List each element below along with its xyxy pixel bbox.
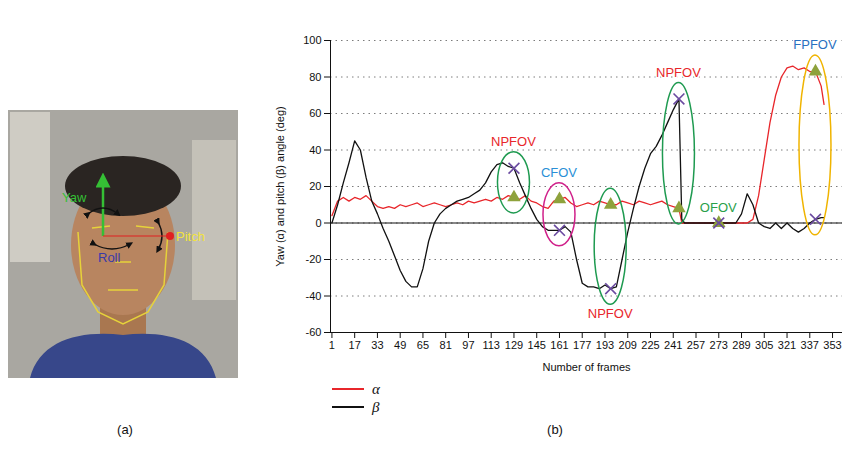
html-text:β: β xyxy=(372,398,380,415)
svg-text:0: 0 xyxy=(315,217,321,229)
svg-text:80: 80 xyxy=(309,71,321,83)
svg-text:209: 209 xyxy=(619,339,637,351)
svg-text:NPFOV: NPFOV xyxy=(491,134,536,149)
svg-text:49: 49 xyxy=(394,339,406,351)
svg-text:353: 353 xyxy=(823,339,841,351)
svg-text:NPFOV: NPFOV xyxy=(656,65,701,80)
svg-text:-40: -40 xyxy=(306,290,322,302)
svg-text:289: 289 xyxy=(732,339,750,351)
svg-text:177: 177 xyxy=(573,339,591,351)
svg-text:Yaw (α) and pitch (β) angle (d: Yaw (α) and pitch (β) angle (deg) xyxy=(274,106,286,266)
svg-text:65: 65 xyxy=(417,339,429,351)
html-text:α: α xyxy=(372,380,380,397)
svg-text:113: 113 xyxy=(482,339,500,351)
svg-text:257: 257 xyxy=(687,339,705,351)
svg-text:Roll: Roll xyxy=(98,250,121,265)
svg-text:Pitch: Pitch xyxy=(176,229,205,244)
svg-text:17: 17 xyxy=(349,339,361,351)
svg-text:241: 241 xyxy=(664,339,682,351)
svg-text:FPFOV: FPFOV xyxy=(793,37,837,52)
svg-text:CFOV: CFOV xyxy=(541,165,577,180)
svg-text:20: 20 xyxy=(309,180,321,192)
svg-text:81: 81 xyxy=(440,339,452,351)
svg-text:40: 40 xyxy=(309,144,321,156)
svg-text:-60: -60 xyxy=(306,326,322,338)
svg-text:OFOV: OFOV xyxy=(700,200,737,215)
svg-text:225: 225 xyxy=(641,339,659,351)
svg-text:305: 305 xyxy=(755,339,773,351)
svg-text:273: 273 xyxy=(710,339,728,351)
html-text:(b): (b) xyxy=(547,422,563,437)
svg-text:Yaw: Yaw xyxy=(62,190,87,205)
html-text:(a): (a) xyxy=(117,422,133,437)
svg-text:97: 97 xyxy=(462,339,474,351)
svg-text:161: 161 xyxy=(550,339,568,351)
svg-text:60: 60 xyxy=(309,107,321,119)
svg-text:145: 145 xyxy=(528,339,546,351)
svg-text:337: 337 xyxy=(801,339,819,351)
svg-text:1: 1 xyxy=(329,339,335,351)
svg-text:33: 33 xyxy=(371,339,383,351)
svg-text:129: 129 xyxy=(505,339,523,351)
svg-text:193: 193 xyxy=(596,339,614,351)
svg-text:NPFOV: NPFOV xyxy=(588,306,633,321)
svg-text:Number of frames: Number of frames xyxy=(542,361,631,373)
svg-text:-20: -20 xyxy=(306,253,322,265)
svg-text:100: 100 xyxy=(303,34,321,46)
svg-text:321: 321 xyxy=(778,339,796,351)
